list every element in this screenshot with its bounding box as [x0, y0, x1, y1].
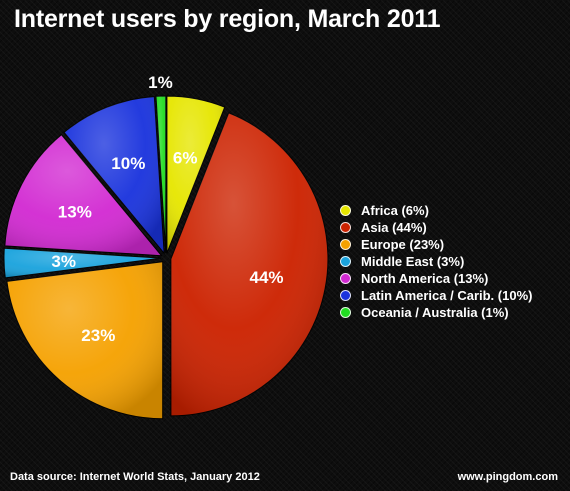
- slice-label-asia: 44%: [250, 268, 284, 287]
- legend-label-africa: Africa (6%): [361, 203, 429, 218]
- legend-swatch-latin-america-carib: [340, 290, 351, 301]
- legend-swatch-north-america: [340, 273, 351, 284]
- legend-label-oceania-australia: Oceania / Australia (1%): [361, 305, 509, 320]
- chart-title: Internet users by region, March 2011: [14, 5, 441, 33]
- legend-label-asia: Asia (44%): [361, 220, 427, 235]
- data-source-note: Data source: Internet World Stats, Janua…: [10, 471, 260, 483]
- legend-swatch-europe: [340, 239, 351, 250]
- legend: Africa (6%) Asia (44%) Europe (23%) Middle …: [340, 202, 532, 321]
- legend-item-asia: Asia (44%): [340, 219, 532, 236]
- slice-label-middle-east: 3%: [51, 252, 76, 271]
- legend-item-north-america: North America (13%): [340, 270, 532, 287]
- legend-item-latin-america-carib: Latin America / Carib. (10%): [340, 287, 532, 304]
- legend-swatch-africa: [340, 205, 351, 216]
- slice-label-oceania-australia: 1%: [148, 73, 173, 92]
- legend-item-middle-east: Middle East (3%): [340, 253, 532, 270]
- site-credit: www.pingdom.com: [457, 471, 558, 483]
- slice-label-north-america: 13%: [58, 203, 92, 222]
- legend-label-latin-america-carib: Latin America / Carib. (10%): [361, 288, 533, 303]
- slice-label-africa: 6%: [173, 148, 198, 167]
- legend-label-north-america: North America (13%): [361, 271, 489, 286]
- legend-swatch-asia: [340, 222, 351, 233]
- pie-labels: 6% 44% 23% 3% 13% 10% 1%: [51, 73, 283, 345]
- legend-item-europe: Europe (23%): [340, 236, 532, 253]
- slice-label-europe: 23%: [81, 326, 115, 345]
- slice-label-latin-america-carib: 10%: [111, 154, 145, 173]
- legend-label-middle-east: Middle East (3%): [361, 254, 465, 269]
- legend-label-europe: Europe (23%): [361, 237, 445, 252]
- legend-item-oceania-australia: Oceania / Australia (1%): [340, 304, 532, 321]
- legend-swatch-oceania-australia: [340, 307, 351, 318]
- legend-swatch-middle-east: [340, 256, 351, 267]
- legend-item-africa: Africa (6%): [340, 202, 532, 219]
